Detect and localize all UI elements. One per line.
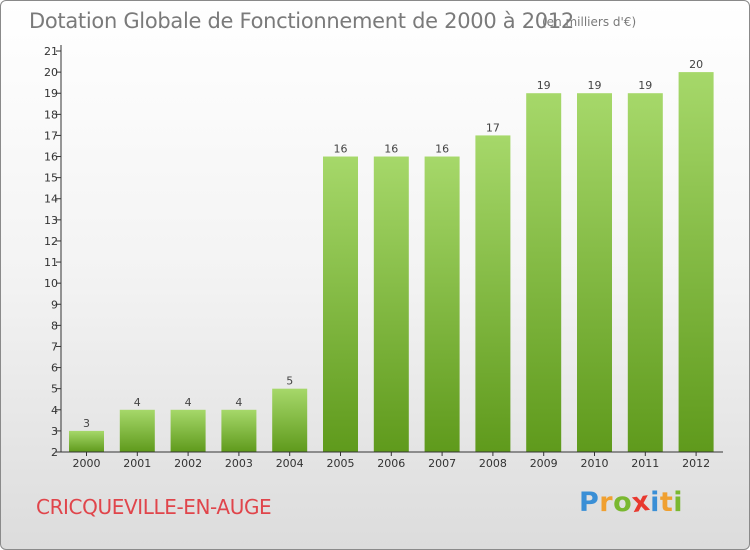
x-tick-label-2005: 2005 bbox=[327, 457, 355, 470]
y-tick-label-20: 20 bbox=[44, 66, 58, 79]
logo-letter: x bbox=[630, 485, 653, 520]
bar-2002 bbox=[170, 409, 206, 452]
bar-2010 bbox=[577, 93, 612, 453]
x-tick-label-2009: 2009 bbox=[530, 457, 558, 470]
y-tick-label-16: 16 bbox=[44, 151, 58, 164]
bar-2009 bbox=[526, 93, 562, 453]
y-tick-label-21: 21 bbox=[44, 45, 58, 58]
logo-letter: r bbox=[599, 487, 614, 518]
x-tick-label-2008: 2008 bbox=[479, 457, 507, 470]
x-tick-label-2012: 2012 bbox=[682, 457, 710, 470]
x-tick-label-2004: 2004 bbox=[276, 457, 304, 470]
bar-2007 bbox=[424, 156, 460, 453]
value-label-2004: 5 bbox=[286, 375, 293, 388]
logo-letter: o bbox=[613, 487, 633, 518]
logo-letter: i bbox=[673, 487, 684, 518]
x-tick-label-2000: 2000 bbox=[73, 457, 101, 470]
value-label-2002: 4 bbox=[185, 396, 192, 409]
y-tick-label-4: 4 bbox=[51, 404, 58, 417]
value-label-2000: 3 bbox=[83, 417, 90, 430]
x-tick-label-2006: 2006 bbox=[377, 457, 405, 470]
y-tick-label-8: 8 bbox=[51, 319, 58, 332]
x-tick-label-2010: 2010 bbox=[581, 457, 609, 470]
bar-2004 bbox=[272, 388, 308, 452]
logo-letter: i bbox=[650, 487, 660, 518]
y-tick-label-19: 19 bbox=[44, 87, 58, 100]
x-tick-label-2007: 2007 bbox=[428, 457, 456, 470]
commune-name: CRICQUEVILLE-EN-AUGE bbox=[36, 495, 272, 519]
bar-2011 bbox=[627, 93, 663, 453]
x-tick-label-2002: 2002 bbox=[174, 457, 202, 470]
logo-letter: P bbox=[579, 487, 600, 518]
y-tick-label-5: 5 bbox=[51, 383, 58, 396]
value-label-2006: 16 bbox=[384, 143, 398, 156]
value-label-2009: 19 bbox=[537, 79, 551, 92]
bar-2000 bbox=[69, 430, 104, 452]
bar-2008 bbox=[475, 135, 511, 452]
y-tick-label-2: 2 bbox=[51, 446, 58, 459]
y-tick-label-10: 10 bbox=[44, 277, 58, 290]
logo-letter: t bbox=[659, 487, 674, 518]
value-label-2001: 4 bbox=[134, 396, 141, 409]
y-tick-label-12: 12 bbox=[44, 235, 58, 248]
x-tick-label-2003: 2003 bbox=[225, 457, 253, 470]
value-label-2007: 16 bbox=[435, 143, 449, 156]
chart-title: Dotation Globale de Fonctionnement de 20… bbox=[29, 9, 574, 33]
y-tick-label-14: 14 bbox=[44, 193, 58, 206]
y-tick-label-13: 13 bbox=[44, 214, 58, 227]
bar-2003 bbox=[221, 409, 257, 452]
value-label-2005: 16 bbox=[334, 143, 348, 156]
y-tick-label-3: 3 bbox=[51, 425, 58, 438]
value-label-2010: 19 bbox=[588, 79, 602, 92]
bar-2012 bbox=[678, 72, 714, 453]
y-tick-label-11: 11 bbox=[44, 256, 58, 269]
unit-label: (en milliers d'€) bbox=[542, 15, 637, 29]
value-label-2012: 20 bbox=[689, 58, 703, 71]
y-tick-label-9: 9 bbox=[51, 298, 58, 311]
bar-2001 bbox=[119, 409, 155, 452]
bar-2006 bbox=[373, 156, 409, 453]
y-tick-label-6: 6 bbox=[51, 362, 58, 375]
value-label-2008: 17 bbox=[486, 121, 500, 134]
value-label-2011: 19 bbox=[638, 79, 652, 92]
x-tick-label-2011: 2011 bbox=[631, 457, 659, 470]
bar-2005 bbox=[323, 156, 358, 453]
y-tick-label-18: 18 bbox=[44, 108, 58, 121]
x-tick-label-2001: 2001 bbox=[123, 457, 151, 470]
y-tick-label-17: 17 bbox=[44, 129, 58, 142]
y-tick-label-15: 15 bbox=[44, 172, 58, 185]
y-tick-label-7: 7 bbox=[51, 340, 58, 353]
proxiti-logo: Proxiti bbox=[579, 485, 684, 520]
value-label-2003: 4 bbox=[235, 396, 242, 409]
